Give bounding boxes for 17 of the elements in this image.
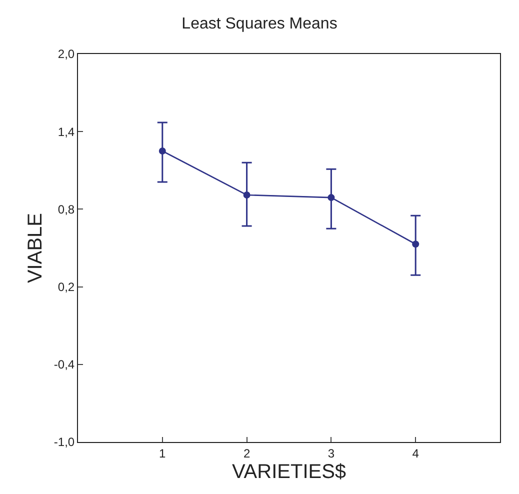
x-axis-title: VARIETIES$: [232, 460, 346, 483]
y-tick-label: -0,4: [54, 358, 75, 372]
y-tick-label: 2,0: [58, 47, 75, 62]
point: [328, 194, 335, 202]
y-tick-label: 0,8: [58, 202, 75, 216]
x-tick-label: 1: [159, 446, 166, 460]
point: [412, 240, 420, 248]
point: [158, 148, 166, 154]
chart-title: Least Squares Means: [182, 15, 338, 32]
y-tick-label: -1,0: [54, 435, 75, 450]
point: [243, 191, 250, 198]
x-tick-label: 4: [412, 446, 420, 460]
y-axis-title: VIABLE: [24, 212, 46, 284]
y-tick-label: 1,4: [58, 124, 75, 139]
x-tick-label: 3: [328, 446, 335, 460]
y-tick-label: 0,2: [58, 280, 75, 294]
x-tick-label: 2: [243, 446, 250, 460]
